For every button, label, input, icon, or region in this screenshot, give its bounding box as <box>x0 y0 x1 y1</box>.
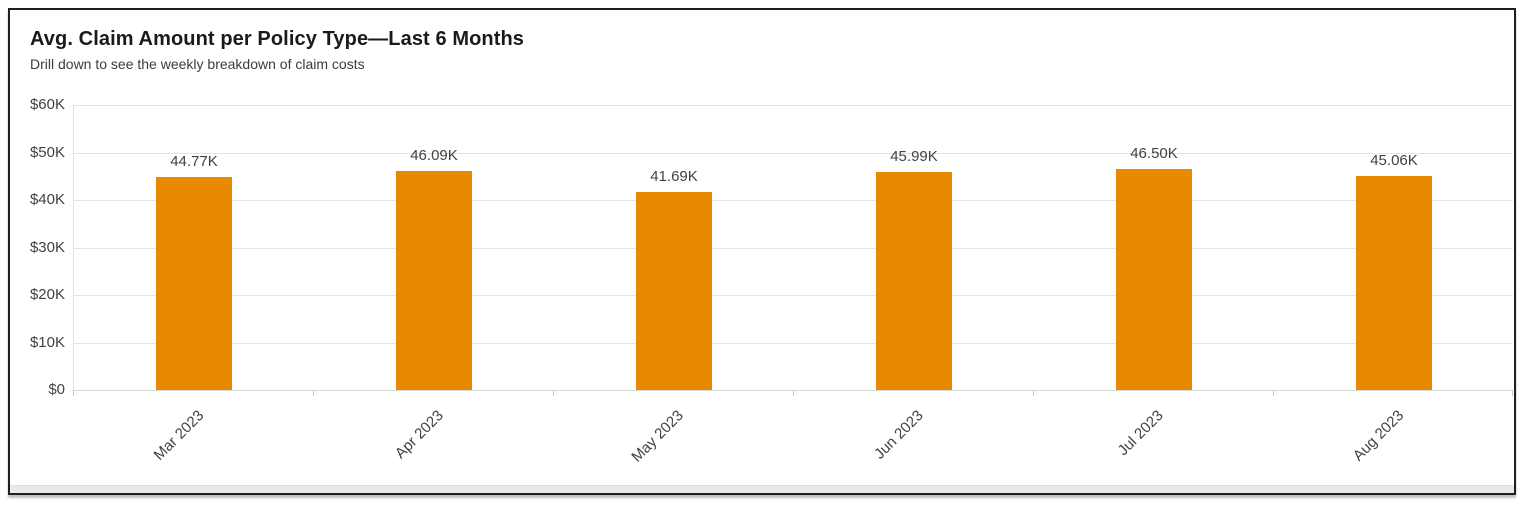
y-axis-label: $50K <box>29 143 65 161</box>
plot-area: 44.77K 46.09K 41.69K 45.99K 46.50K 45.06K <box>73 105 1514 391</box>
chart-subtitle: Drill down to see the weekly breakdown o… <box>30 56 365 72</box>
gridline <box>74 200 1513 201</box>
chart-title: Avg. Claim Amount per Policy Type—Last 6… <box>30 28 525 50</box>
bar[interactable] <box>396 171 472 390</box>
x-axis-label: Jul 2023 <box>1114 407 1168 460</box>
x-axis-label: Jun 2023 <box>871 407 928 463</box>
bar-column: 46.50K <box>1034 105 1274 390</box>
x-axis-column: Mar 2023 <box>73 390 313 475</box>
axis-tick <box>1512 390 1513 396</box>
bar-column: 45.99K <box>794 105 1034 390</box>
axis-tick <box>313 390 314 396</box>
bar-column: 46.09K <box>314 105 554 390</box>
bar[interactable] <box>156 177 232 390</box>
axis-tick <box>73 390 74 396</box>
bar-column: 45.06K <box>1274 105 1514 390</box>
x-axis-label: Aug 2023 <box>1349 407 1408 465</box>
bar[interactable] <box>1356 175 1432 390</box>
bar-value-label: 45.99K <box>890 147 938 165</box>
chart-header: Avg. Claim Amount per Policy Type—Last 6… <box>10 10 1514 72</box>
x-axis-column: May 2023 <box>553 390 793 475</box>
bar-column: 41.69K <box>554 105 794 390</box>
axis-tick <box>1273 390 1274 396</box>
x-axis-column: Apr 2023 <box>313 390 553 475</box>
bar[interactable] <box>1116 169 1192 390</box>
bar[interactable] <box>636 191 712 390</box>
gridline <box>74 152 1513 154</box>
axis-tick <box>793 390 794 396</box>
bar-value-label: 46.09K <box>410 147 458 165</box>
y-axis-label: $20K <box>29 286 65 303</box>
y-axis-label: $60K <box>29 96 65 113</box>
axis-tick <box>553 390 554 396</box>
axis-tick <box>1033 390 1034 396</box>
bar-value-label: 44.77K <box>170 153 218 171</box>
bar-chart: $60K $50K $40K $30K $20K $10K $0 44.77K 46.09K 4… <box>10 96 1514 475</box>
y-axis-label: $10K <box>29 333 65 351</box>
x-axis-label: May 2023 <box>628 407 688 466</box>
bar-column: 44.77K <box>74 105 314 390</box>
y-axis-label: $40K <box>29 191 65 208</box>
x-axis-column: Jun 2023 <box>793 390 1033 475</box>
y-axis: $60K $50K $40K $30K $20K $10K $0 <box>10 96 65 398</box>
y-axis-label: $30K <box>29 238 65 256</box>
y-axis-label: $0 <box>48 381 65 398</box>
gridline <box>74 105 1513 106</box>
gridline <box>74 342 1513 344</box>
x-axis-label: Mar 2023 <box>150 407 208 464</box>
gridline <box>74 295 1513 296</box>
bar-value-label: 41.69K <box>650 167 698 185</box>
bar[interactable] <box>876 171 952 390</box>
bar-value-label: 46.50K <box>1130 145 1178 163</box>
chart-card: Avg. Claim Amount per Policy Type—Last 6… <box>8 8 1516 495</box>
x-axis-column: Jul 2023 <box>1033 390 1273 475</box>
horizontal-scrollbar[interactable] <box>10 485 1514 493</box>
x-axis-column: Aug 2023 <box>1273 390 1513 475</box>
x-axis: Mar 2023 Apr 2023 May 2023 Jun 2023 Jul 2023… <box>73 390 1513 475</box>
gridline <box>74 247 1513 249</box>
x-axis-label: Apr 2023 <box>391 407 448 463</box>
bar-value-label: 45.06K <box>1370 151 1418 169</box>
